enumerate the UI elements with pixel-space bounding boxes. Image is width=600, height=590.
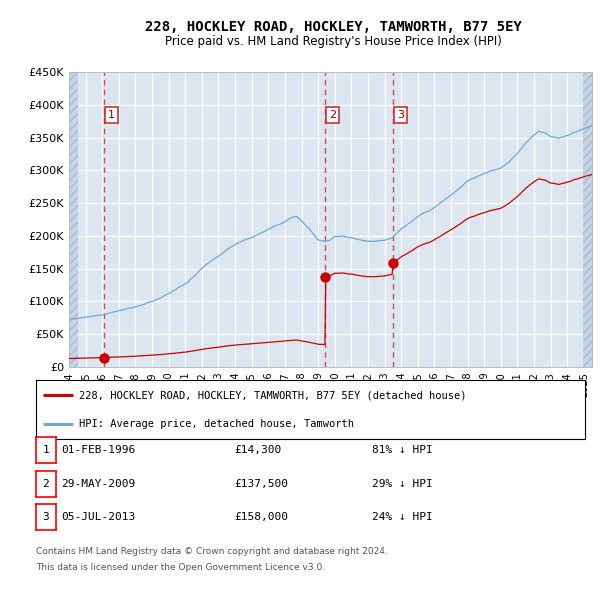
Text: Contains HM Land Registry data © Crown copyright and database right 2024.: Contains HM Land Registry data © Crown c… [36,547,388,556]
Text: 24% ↓ HPI: 24% ↓ HPI [372,513,433,522]
Text: 05-JUL-2013: 05-JUL-2013 [61,513,136,522]
Text: £137,500: £137,500 [234,479,288,489]
Text: 3: 3 [43,513,49,522]
Text: 29-MAY-2009: 29-MAY-2009 [61,479,136,489]
Text: £158,000: £158,000 [234,513,288,522]
Text: 228, HOCKLEY ROAD, HOCKLEY, TAMWORTH, B77 5EY: 228, HOCKLEY ROAD, HOCKLEY, TAMWORTH, B7… [145,20,521,34]
Text: 228, HOCKLEY ROAD, HOCKLEY, TAMWORTH, B77 5EY (detached house): 228, HOCKLEY ROAD, HOCKLEY, TAMWORTH, B7… [79,391,466,400]
Text: HPI: Average price, detached house, Tamworth: HPI: Average price, detached house, Tamw… [79,419,354,428]
Text: 1: 1 [43,445,49,455]
Text: 3: 3 [397,110,404,120]
Text: 1: 1 [108,110,115,120]
Text: 2: 2 [43,479,49,489]
Text: 2: 2 [329,110,336,120]
Text: £14,300: £14,300 [234,445,281,455]
Text: 29% ↓ HPI: 29% ↓ HPI [372,479,433,489]
Text: 81% ↓ HPI: 81% ↓ HPI [372,445,433,455]
Bar [69,72,78,367]
Bar [583,72,592,367]
Text: 01-FEB-1996: 01-FEB-1996 [61,445,136,455]
Text: This data is licensed under the Open Government Licence v3.0.: This data is licensed under the Open Gov… [36,563,325,572]
Text: Price paid vs. HM Land Registry's House Price Index (HPI): Price paid vs. HM Land Registry's House … [164,35,502,48]
